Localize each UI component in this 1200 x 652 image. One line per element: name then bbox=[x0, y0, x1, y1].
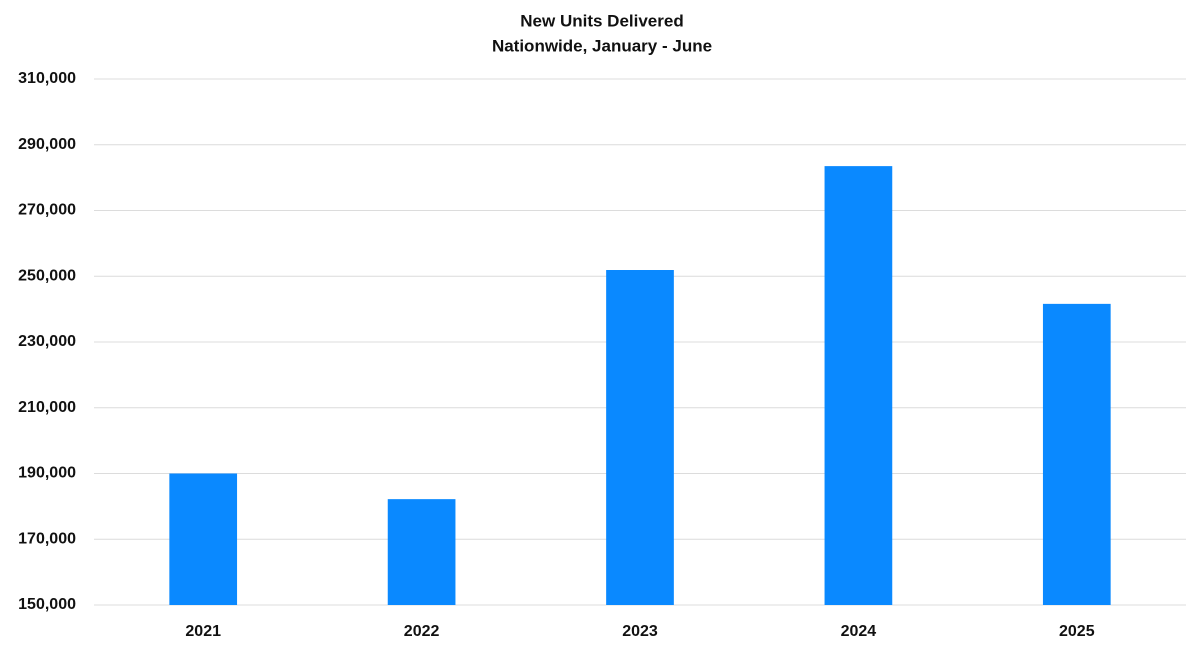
y-tick-label: 310,000 bbox=[18, 70, 76, 87]
bar bbox=[606, 270, 674, 605]
y-tick-label: 250,000 bbox=[18, 267, 76, 284]
y-tick-label: 270,000 bbox=[18, 202, 76, 219]
chart-subtitle: Nationwide, January - June bbox=[492, 36, 712, 55]
bar bbox=[169, 473, 238, 605]
x-tick-label: 2024 bbox=[841, 623, 877, 640]
y-tick-label: 150,000 bbox=[18, 596, 76, 613]
y-tick-label: 230,000 bbox=[18, 333, 76, 350]
bar bbox=[824, 166, 893, 605]
x-tick-label: 2023 bbox=[622, 623, 658, 640]
x-tick-label: 2021 bbox=[185, 623, 221, 640]
y-tick-label: 190,000 bbox=[18, 465, 76, 482]
bar bbox=[1042, 303, 1111, 605]
y-tick-label: 170,000 bbox=[18, 530, 76, 547]
y-tick-label: 210,000 bbox=[18, 399, 76, 416]
bar bbox=[387, 499, 456, 605]
y-tick-label: 290,000 bbox=[18, 136, 76, 153]
x-tick-label: 2025 bbox=[1059, 623, 1095, 640]
chart-title: New Units Delivered bbox=[520, 11, 683, 30]
x-tick-label: 2022 bbox=[404, 623, 440, 640]
